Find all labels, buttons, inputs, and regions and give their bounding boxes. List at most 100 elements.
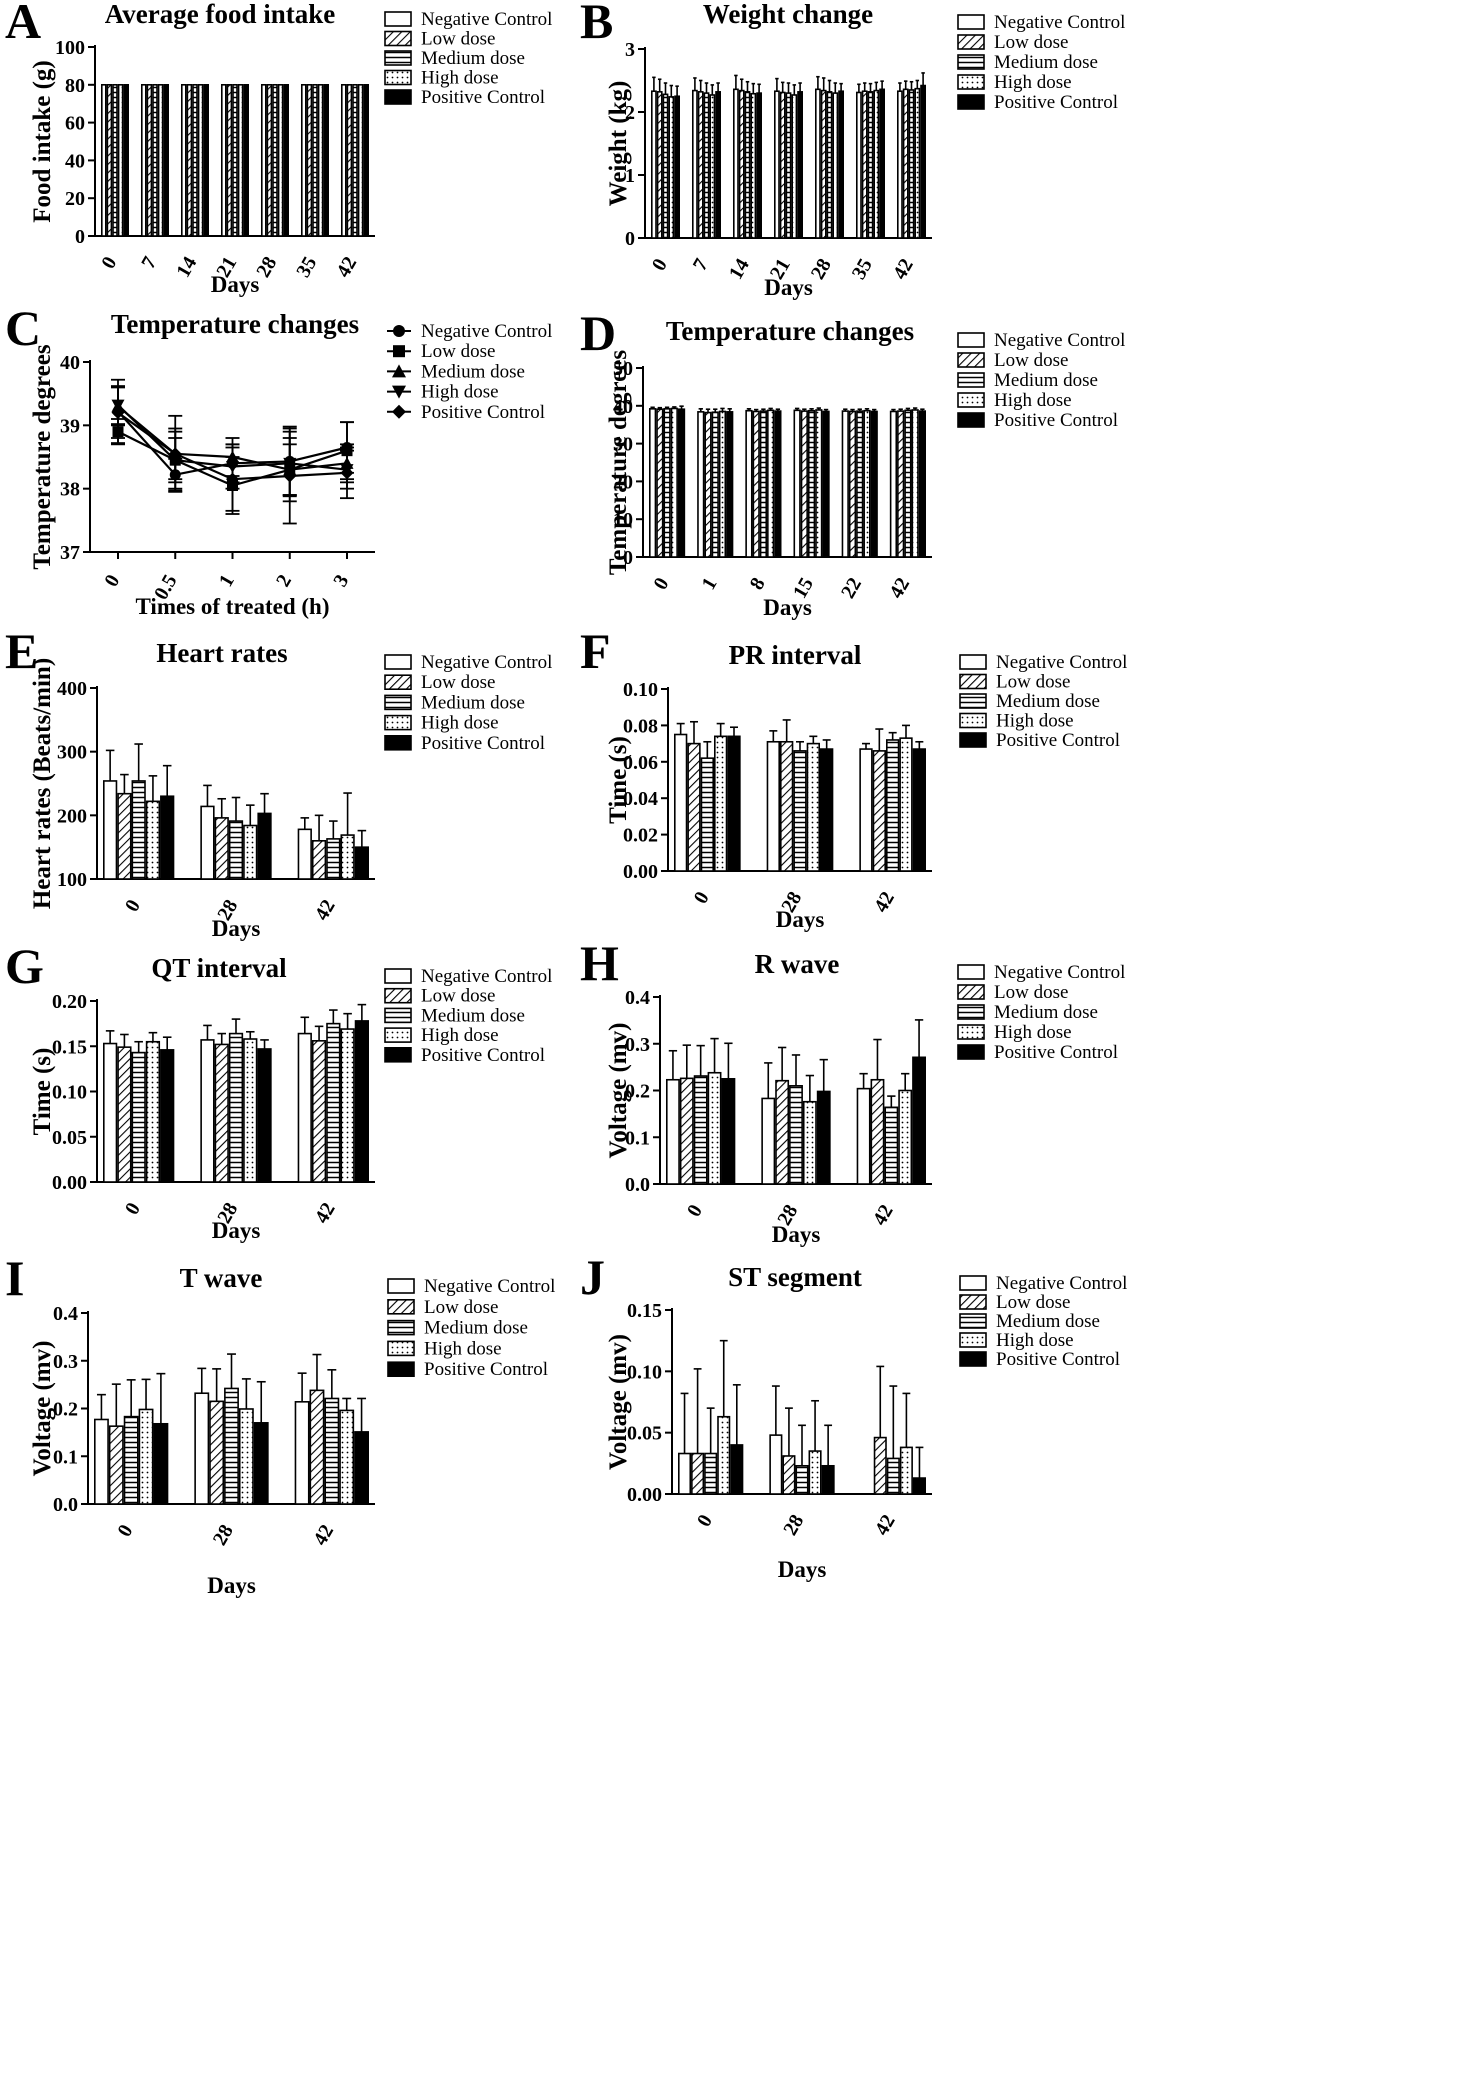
y-tick-label: 3: [625, 39, 635, 61]
bar: [885, 739, 900, 872]
bar: [899, 737, 913, 872]
bar: [808, 1450, 822, 1495]
panel-e: E Heart rates Heart rates (Beats/min) Days 1…: [5, 623, 552, 941]
bar: [260, 84, 267, 237]
chart-title: ST segment: [728, 1262, 862, 1292]
legend-swatch: [957, 392, 985, 408]
panels: A Average food intake Food intake (g) Days 0…: [5, 0, 1127, 1598]
bar: [700, 757, 715, 872]
bar: [363, 84, 370, 237]
bar: [160, 1049, 175, 1183]
bar: [807, 409, 816, 558]
y-tick-label: 0.0: [625, 1174, 650, 1196]
bar: [821, 1464, 835, 1495]
x-axis-label: Days: [212, 1218, 261, 1243]
bar: [123, 84, 129, 237]
bar: [838, 90, 844, 239]
legend-swatch: [387, 1278, 415, 1294]
chart-title: Temperature changes: [666, 316, 914, 346]
legend-label: High dose: [996, 1330, 1074, 1351]
y-tick-label: 0.06: [623, 752, 658, 774]
y-tick-label: 50: [613, 358, 633, 380]
legend-swatch: [387, 1361, 415, 1377]
bar: [117, 84, 124, 237]
y-axis-label: Weight (kg): [605, 81, 632, 207]
bar: [656, 91, 663, 239]
legend-swatch: [959, 673, 987, 690]
x-axis-label: Times of treated (h): [136, 594, 330, 619]
bar: [697, 91, 704, 239]
bar: [873, 1436, 887, 1495]
legend-label: Negative Control: [421, 9, 552, 30]
bar: [752, 410, 760, 558]
bar: [793, 750, 807, 872]
legend-label: Positive Control: [421, 402, 545, 423]
bar: [354, 1020, 369, 1183]
legend-swatch: [384, 89, 412, 105]
legend-swatch: [384, 69, 412, 86]
bar: [691, 1452, 705, 1495]
bar: [662, 93, 669, 239]
bar: [732, 88, 739, 239]
x-tick-label: 42: [870, 888, 899, 916]
y-tick-label: 0.00: [623, 861, 658, 883]
bar: [721, 1078, 736, 1185]
y-axis-label: Voltage (mv): [605, 1023, 632, 1159]
marker-triangle-down: [392, 385, 406, 399]
x-tick-label: 3: [329, 571, 353, 591]
y-tick-label: 0.1: [625, 1127, 650, 1149]
chart-title: Heart rates: [156, 638, 287, 668]
x-tick-label: 35: [292, 253, 321, 281]
panel-j: J ST segment Voltage (mv) Days 0.00 0.05 0.10 0…: [580, 1249, 1127, 1582]
bar: [797, 91, 803, 239]
legend-label: Low dose: [994, 982, 1068, 1003]
bar: [795, 1464, 809, 1495]
x-tick-label: 0: [690, 888, 714, 908]
panel-letter: E: [5, 623, 38, 679]
bar: [816, 1090, 831, 1185]
y-tick-label: 0.1: [53, 1446, 78, 1468]
bar: [691, 89, 698, 239]
legend-label: Negative Control: [996, 1273, 1127, 1294]
legend-label: Medium dose: [421, 1005, 525, 1026]
y-tick-label: 0.00: [52, 1172, 87, 1194]
chart-title: QT interval: [151, 953, 287, 983]
legend-label: Negative Control: [994, 330, 1125, 351]
y-tick-label: 0.10: [52, 1082, 87, 1104]
bar: [357, 84, 364, 237]
x-tick-label: 0: [97, 253, 121, 273]
bar: [779, 91, 786, 239]
marker-diamond: [340, 466, 354, 480]
y-tick-label: 60: [65, 113, 85, 135]
bar: [879, 88, 885, 239]
legend-swatch: [959, 732, 987, 748]
bar: [112, 84, 118, 237]
x-tick-label: 0: [693, 1511, 717, 1531]
bar: [346, 84, 353, 237]
legend-swatch: [957, 14, 985, 30]
legend-label: Low dose: [421, 672, 495, 693]
x-tick-label: 42: [311, 1199, 340, 1227]
x-tick-label: 42: [871, 1511, 900, 1539]
legend-swatch: [957, 332, 985, 348]
panel-letter: G: [5, 938, 44, 994]
legend-swatch: [957, 34, 985, 50]
legend-label: Negative Control: [424, 1276, 555, 1297]
bar: [855, 91, 862, 239]
y-axis-label: Temperature degrees: [605, 350, 632, 575]
bar: [203, 84, 209, 237]
legend-swatch: [384, 714, 412, 731]
bar: [902, 88, 909, 239]
bar: [266, 84, 273, 237]
x-tick-label: 8: [746, 574, 770, 594]
legend-swatch: [957, 94, 985, 110]
bar: [674, 95, 680, 239]
bar: [309, 1389, 325, 1505]
panel-letter: C: [5, 300, 41, 356]
marker-diamond: [283, 469, 297, 483]
y-axis-label: Heart rates (Beats/min): [29, 658, 56, 909]
bar: [117, 792, 132, 880]
legend-swatch: [384, 11, 412, 27]
